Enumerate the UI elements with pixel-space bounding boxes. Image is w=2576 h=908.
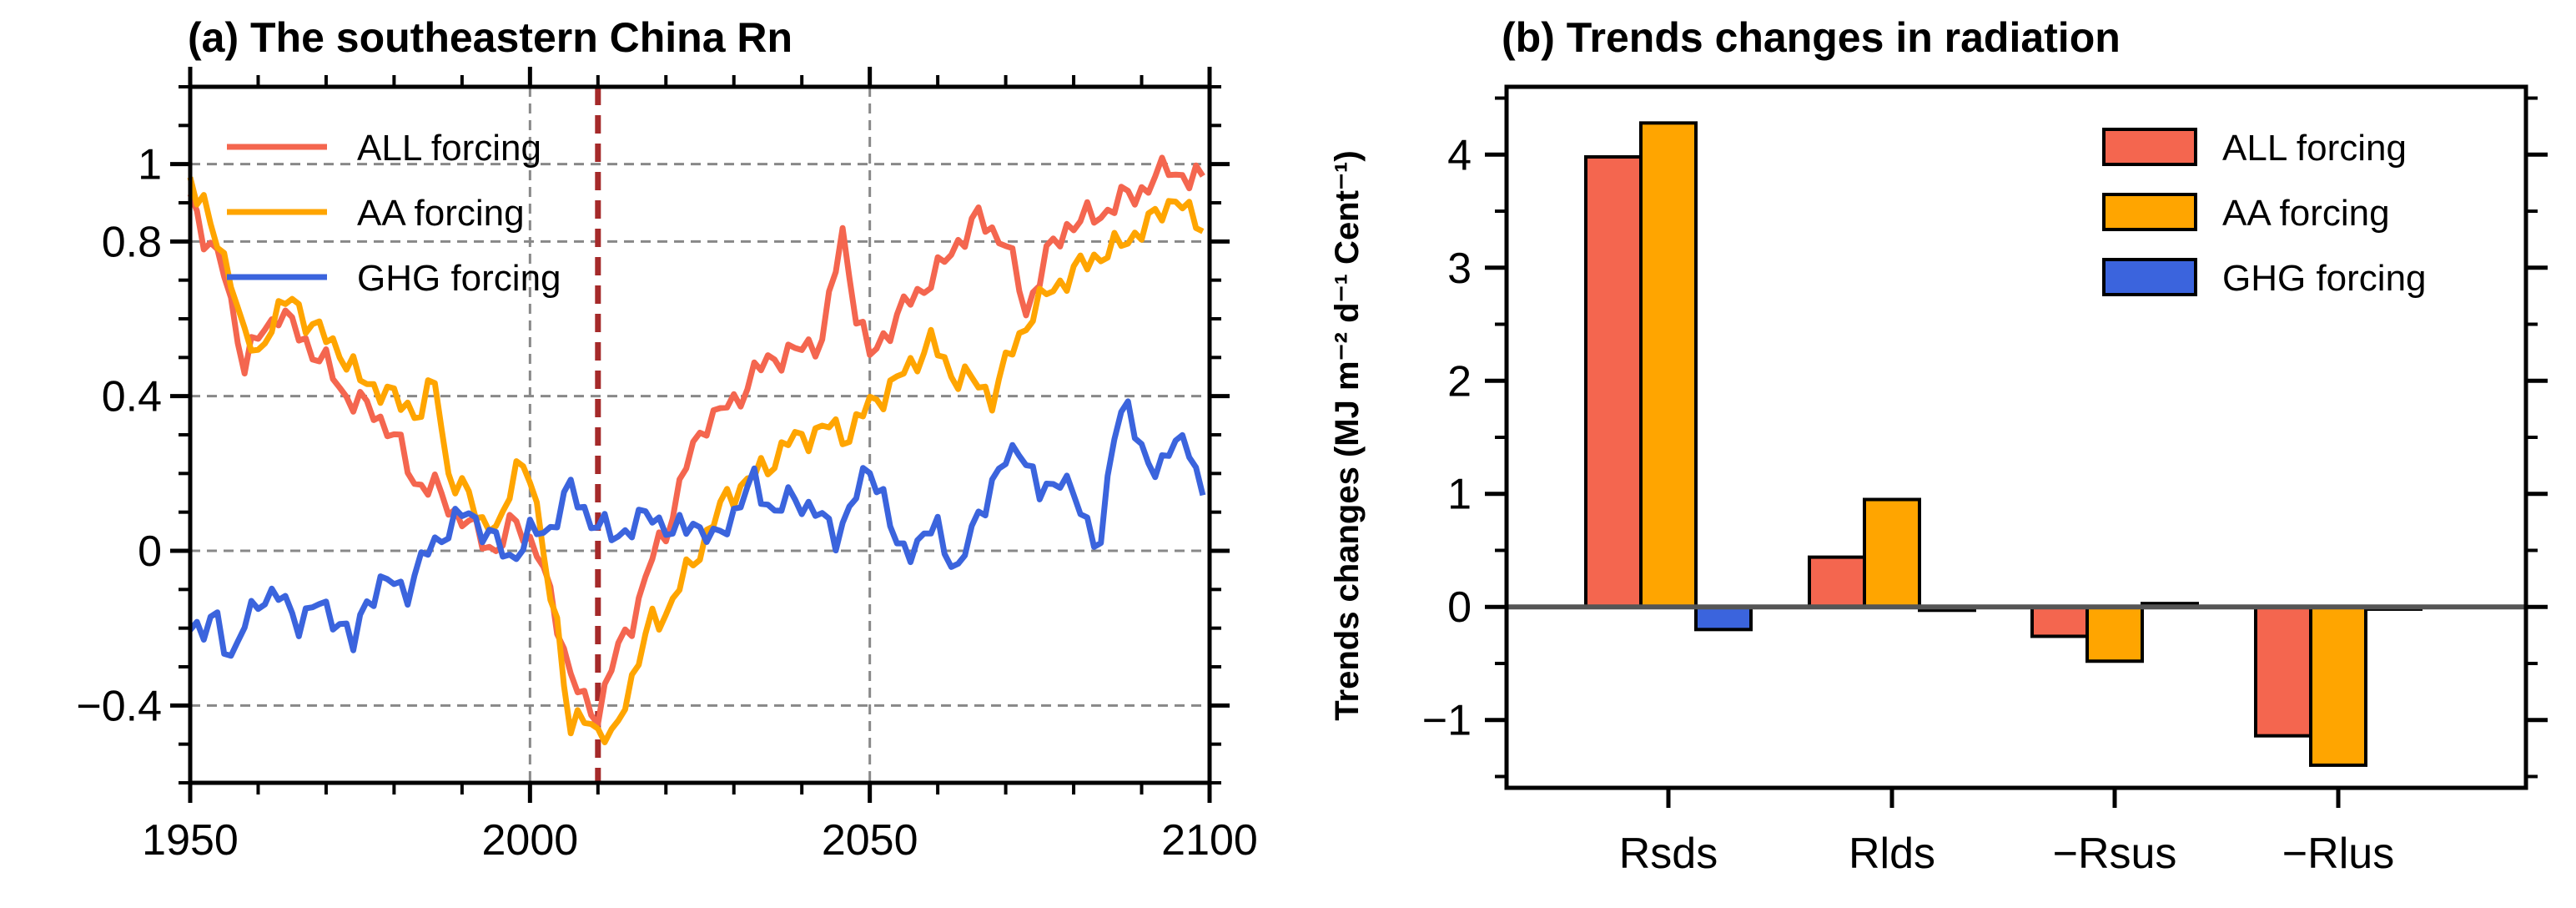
bar-aa-forcing [2309, 605, 2367, 767]
panel-a-ticks: 1950 2000 2050 2100 −0.4 0 0.4 0.8 1 [76, 67, 1258, 865]
y-tick-label: 0.8 [102, 218, 162, 266]
panel-a-series [187, 154, 1206, 745]
panel-b-title: (b) Trends changes in radiation [1502, 14, 2121, 61]
legend-ghg-forcing: GHG forcing [2102, 258, 2427, 299]
x-tick-label: 2000 [481, 816, 578, 865]
panel-b-y-axis-label: Trends changes (MJ m⁻² d⁻¹ Cent⁻¹) [1329, 150, 1366, 720]
legend-swatch [2102, 193, 2197, 231]
y-tick-label: 3 [1447, 245, 1472, 293]
legend-swatch [2102, 258, 2197, 296]
legend-label: GHG forcing [357, 258, 561, 299]
bar-aa-forcing [1639, 121, 1698, 609]
bar-all-forcing [2030, 605, 2089, 638]
legend-aa-forcing: AA forcing [227, 193, 525, 234]
x-tick-label: Rsds [1619, 830, 1718, 878]
y-tick-label: 0.4 [102, 373, 162, 421]
legend-label: AA forcing [2222, 193, 2390, 234]
series-all-forcing-line [187, 154, 1205, 728]
legend-label: ALL forcing [357, 128, 541, 169]
legend-aa-forcing: AA forcing [2102, 193, 2390, 234]
y-tick-label: 0 [138, 527, 162, 576]
legend-swatch [2102, 128, 2197, 166]
bar-all-forcing [2254, 605, 2312, 738]
bar-ghg-forcing [1694, 605, 1753, 632]
bar-aa-forcing [2085, 605, 2144, 663]
legend-all-forcing: ALL forcing [227, 128, 541, 169]
legend-label: ALL forcing [2222, 128, 2407, 169]
y-tick-label: 1 [138, 141, 162, 189]
panel-a-frame [188, 84, 1212, 785]
x-tick-label: −Rlus [2282, 830, 2394, 878]
x-tick-label: −Rsus [2053, 830, 2177, 878]
panel-b-ticks: −1 0 1 2 3 4 Rsds Rlds −Rsus −Rlus [1422, 96, 2548, 878]
x-tick-label: Rlds [1849, 830, 1935, 878]
x-tick-label: 2050 [822, 816, 918, 865]
series-ghg-forcing-line [188, 398, 1206, 659]
panel-b: (b) Trends changes in radiation −1 0 1 2 3 4 R… [1329, 14, 2548, 878]
y-tick-label: 0 [1447, 583, 1472, 632]
panel-a: (a) The southeastern China Rn 1950 2000 20… [76, 14, 1258, 865]
x-tick-label: 1950 [142, 816, 239, 865]
y-tick-label: −0.4 [76, 682, 162, 730]
x-tick-label: 2100 [1161, 816, 1258, 865]
panel-b-frame [1504, 84, 2528, 790]
panel-b-legend: ALL forcing AA forcing GHG forcing [2102, 128, 2427, 299]
legend-label: GHG forcing [2222, 258, 2427, 299]
bar-all-forcing [1808, 555, 1866, 609]
panel-a-legend: ALL forcing AA forcing GHG forcing [227, 128, 561, 299]
legend-ghg-forcing: GHG forcing [227, 258, 561, 299]
y-tick-label: 4 [1447, 131, 1472, 179]
series-aa-forcing-line [187, 176, 1205, 745]
legend-all-forcing: ALL forcing [2102, 128, 2407, 169]
y-tick-label: −1 [1422, 697, 1472, 745]
panel-a-title: (a) The southeastern China Rn [188, 14, 792, 61]
legend-label: AA forcing [357, 193, 525, 234]
y-tick-label: 1 [1447, 471, 1472, 519]
bar-aa-forcing [1863, 497, 1921, 609]
bar-all-forcing [1584, 155, 1643, 609]
y-tick-label: 2 [1447, 357, 1472, 406]
